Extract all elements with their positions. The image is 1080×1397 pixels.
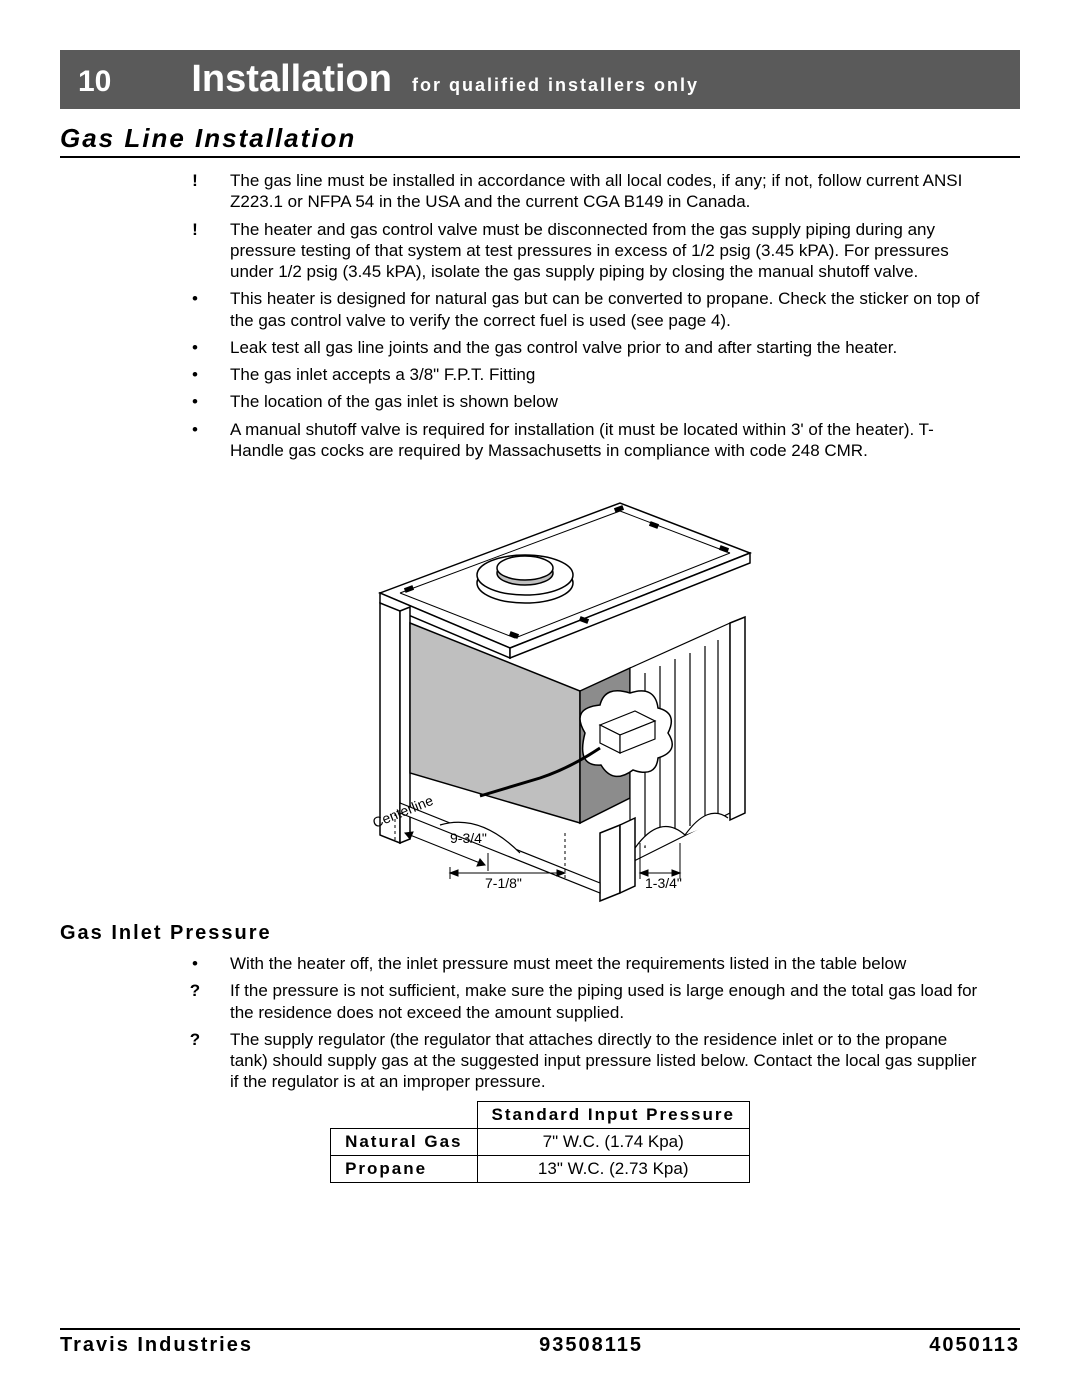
bullet-item: !The gas line must be installed in accor… <box>160 170 980 213</box>
bullet-text: With the heater off, the inlet pressure … <box>230 953 980 974</box>
bullet-item: •The location of the gas inlet is shown … <box>160 391 980 412</box>
bullet-item: •This heater is designed for natural gas… <box>160 288 980 331</box>
bullet-dot-icon: • <box>160 953 230 974</box>
section-title: Gas Line Installation <box>60 123 1020 154</box>
footer-company: Travis Industries <box>60 1334 253 1357</box>
figure-dim-a: 9-3/4" <box>450 830 487 846</box>
bullet-item: •Leak test all gas line joints and the g… <box>160 337 980 358</box>
section-divider <box>60 156 1020 158</box>
bullets-top: !The gas line must be installed in accor… <box>60 170 1020 461</box>
bullet-text: A manual shutoff valve is required for i… <box>230 419 980 462</box>
subheading-gas-inlet: Gas Inlet Pressure <box>60 922 1020 945</box>
figure-dim-b: 7-1/8" <box>485 875 522 891</box>
footer-doc-number: 4050113 <box>929 1334 1020 1357</box>
table-row-value: 13" W.C. (2.73 Kpa) <box>477 1155 749 1182</box>
table-header-pressure: Standard Input Pressure <box>477 1101 749 1128</box>
bullet-dot-icon: • <box>160 288 230 331</box>
bullet-text: The gas inlet accepts a 3/8" F.P.T. Fitt… <box>230 364 980 385</box>
table-row-value: 7" W.C. (1.74 Kpa) <box>477 1128 749 1155</box>
bullet-text: Leak test all gas line joints and the ga… <box>230 337 980 358</box>
bullet-text: The gas line must be installed in accord… <box>230 170 980 213</box>
header-bar: 10 Installation for qualified installers… <box>60 50 1020 109</box>
header-title: Installation <box>191 58 392 101</box>
bullet-item: !The heater and gas control valve must b… <box>160 219 980 283</box>
bullet-text: If the pressure is not sufficient, make … <box>230 980 980 1023</box>
page-footer: Travis Industries 93508115 4050113 <box>60 1328 1020 1357</box>
footer-part-number: 93508115 <box>539 1334 643 1357</box>
bullet-bang-icon: ! <box>160 170 230 213</box>
bullet-question-icon: ? <box>160 980 230 1023</box>
bullet-dot-icon: • <box>160 364 230 385</box>
bullet-dot-icon: • <box>160 419 230 462</box>
bullet-question-icon: ? <box>160 1029 230 1093</box>
bullets-bottom: •With the heater off, the inlet pressure… <box>60 953 1020 1093</box>
bullet-item: •With the heater off, the inlet pressure… <box>160 953 980 974</box>
bullet-item: •The gas inlet accepts a 3/8" F.P.T. Fit… <box>160 364 980 385</box>
heater-figure: Centerline 9-3/4" 7-1/8" 1-3/4" <box>60 473 1020 908</box>
pressure-table: Standard Input Pressure Natural Gas 7" W… <box>330 1101 750 1183</box>
bullet-text: The location of the gas inlet is shown b… <box>230 391 980 412</box>
bullet-dot-icon: • <box>160 337 230 358</box>
table-row: Propane 13" W.C. (2.73 Kpa) <box>331 1155 750 1182</box>
bullet-text: The heater and gas control valve must be… <box>230 219 980 283</box>
table-row-label: Propane <box>331 1155 477 1182</box>
page-number: 10 <box>78 65 111 99</box>
bullet-text: This heater is designed for natural gas … <box>230 288 980 331</box>
table-row-label: Natural Gas <box>331 1128 477 1155</box>
bullet-item: ?The supply regulator (the regulator tha… <box>160 1029 980 1093</box>
bullet-item: •A manual shutoff valve is required for … <box>160 419 980 462</box>
table-header-blank <box>331 1101 477 1128</box>
table-row: Natural Gas 7" W.C. (1.74 Kpa) <box>331 1128 750 1155</box>
bullet-bang-icon: ! <box>160 219 230 283</box>
bullet-dot-icon: • <box>160 391 230 412</box>
figure-dim-c: 1-3/4" <box>645 875 682 891</box>
bullet-item: ?If the pressure is not sufficient, make… <box>160 980 980 1023</box>
header-subtitle: for qualified installers only <box>412 75 699 96</box>
bullet-text: The supply regulator (the regulator that… <box>230 1029 980 1093</box>
